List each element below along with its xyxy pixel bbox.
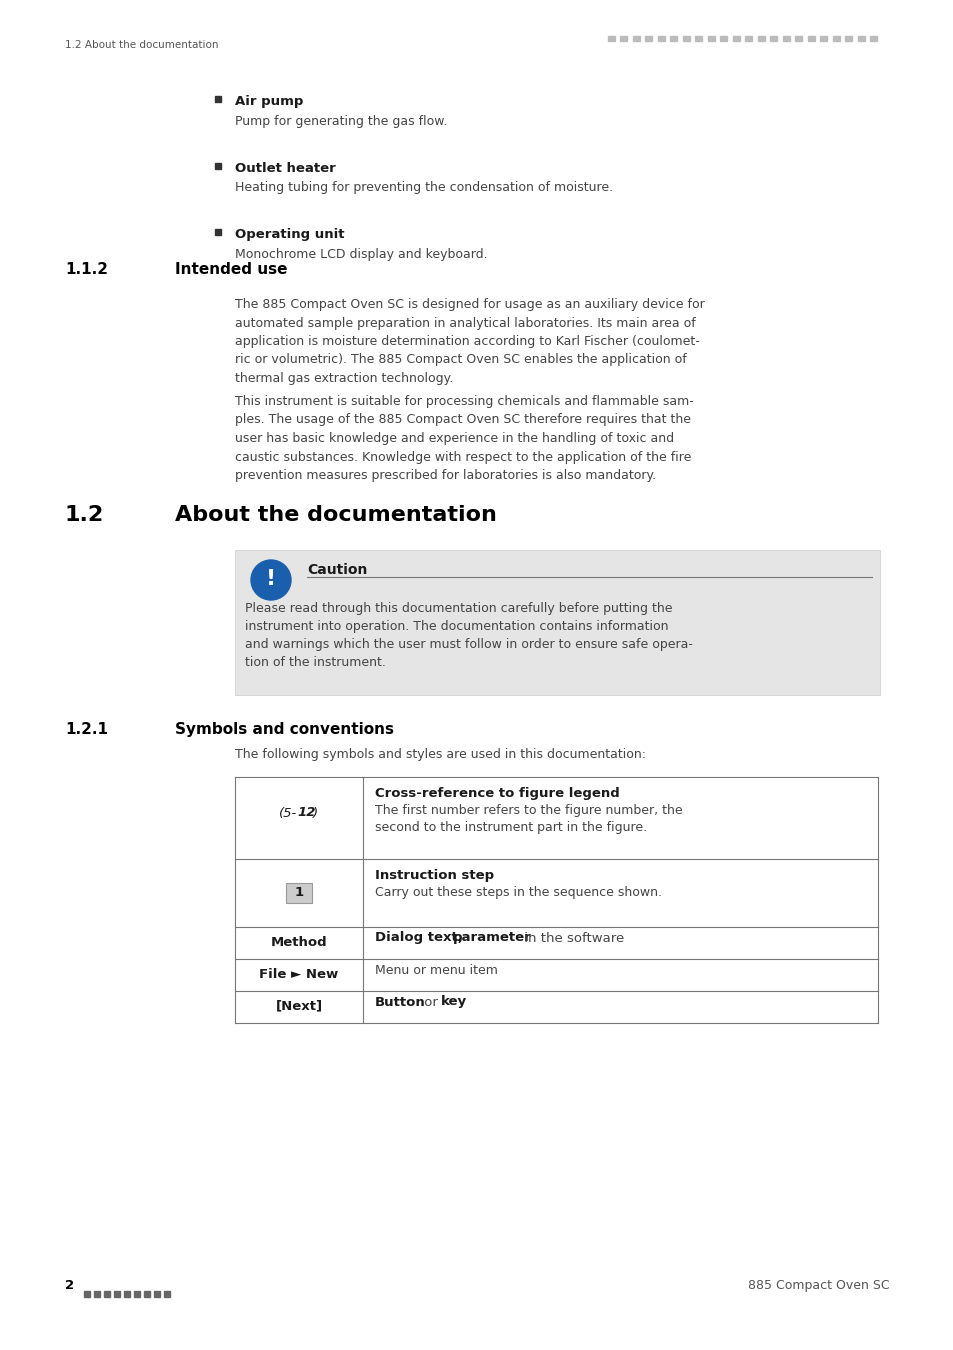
Bar	[869, 36, 877, 40]
Text: 1.2.1: 1.2.1	[65, 722, 108, 737]
Text: Method: Method	[271, 936, 327, 949]
Text: ples. The usage of the 885 Compact Oven SC therefore requires that the: ples. The usage of the 885 Compact Oven …	[234, 413, 690, 427]
Text: Carry out these steps in the sequence shown.: Carry out these steps in the sequence sh…	[375, 886, 661, 899]
Text: or: or	[419, 995, 441, 1008]
Bar	[234, 549, 879, 695]
Bar	[113, 1291, 120, 1297]
Bar	[820, 36, 826, 40]
Text: Operating unit: Operating unit	[234, 228, 344, 242]
Text: automated sample preparation in analytical laboratories. Its main area of: automated sample preparation in analytic…	[234, 316, 695, 329]
Bar	[732, 36, 740, 40]
Bar	[633, 36, 639, 40]
Bar	[795, 36, 801, 40]
Bar	[670, 36, 677, 40]
Bar	[164, 1291, 170, 1297]
Text: This instrument is suitable for processing chemicals and flammable sam-: This instrument is suitable for processi…	[234, 396, 693, 408]
Text: instrument into operation. The documentation contains information: instrument into operation. The documenta…	[245, 620, 668, 633]
Bar	[707, 36, 714, 40]
Bar	[84, 1291, 90, 1297]
Bar	[770, 36, 777, 40]
Text: Please read through this documentation carefully before putting the: Please read through this documentation c…	[245, 602, 672, 616]
Text: !: !	[266, 568, 275, 589]
Text: ric or volumetric). The 885 Compact Oven SC enables the application of: ric or volumetric). The 885 Compact Oven…	[234, 354, 686, 366]
Text: Menu or menu item: Menu or menu item	[375, 964, 497, 976]
Bar	[695, 36, 701, 40]
Bar	[782, 36, 789, 40]
Bar	[744, 36, 752, 40]
Text: File ► New: File ► New	[259, 968, 338, 980]
Text: Dialog text,: Dialog text,	[375, 931, 467, 945]
Text: The 885 Compact Oven SC is designed for usage as an auxiliary device for: The 885 Compact Oven SC is designed for …	[234, 298, 704, 311]
Text: 885 Compact Oven SC: 885 Compact Oven SC	[747, 1278, 889, 1292]
Text: Intended use: Intended use	[174, 262, 287, 277]
Text: [Next]: [Next]	[275, 999, 322, 1012]
Text: 2: 2	[65, 1278, 74, 1292]
Text: About the documentation: About the documentation	[174, 505, 497, 525]
Text: Instruction step: Instruction step	[375, 869, 494, 882]
Bar	[720, 36, 727, 40]
Bar	[658, 36, 664, 40]
Bar	[619, 36, 627, 40]
Bar	[857, 36, 864, 40]
Text: The first number refers to the figure number, the: The first number refers to the figure nu…	[375, 805, 682, 817]
Text: thermal gas extraction technology.: thermal gas extraction technology.	[234, 373, 453, 385]
Bar	[286, 883, 312, 903]
Text: (5-: (5-	[278, 806, 296, 819]
Bar	[144, 1291, 150, 1297]
Text: key: key	[440, 995, 467, 1008]
Text: ): )	[313, 806, 317, 819]
Text: 1.2 About the documentation: 1.2 About the documentation	[65, 40, 218, 50]
Text: 1.2: 1.2	[65, 505, 104, 525]
Text: application is moisture determination according to Karl Fischer (coulomet-: application is moisture determination ac…	[234, 335, 699, 348]
Text: 12: 12	[296, 806, 315, 819]
Text: caustic substances. Knowledge with respect to the application of the fire: caustic substances. Knowledge with respe…	[234, 451, 691, 463]
Text: user has basic knowledge and experience in the handling of toxic and: user has basic knowledge and experience …	[234, 432, 674, 446]
Text: Caution: Caution	[307, 563, 367, 576]
Circle shape	[251, 560, 291, 599]
Text: Heating tubing for preventing the condensation of moisture.: Heating tubing for preventing the conden…	[234, 181, 613, 194]
Bar	[124, 1291, 130, 1297]
Text: and warnings which the user must follow in order to ensure safe opera-: and warnings which the user must follow …	[245, 639, 692, 651]
Text: Symbols and conventions: Symbols and conventions	[174, 722, 394, 737]
Bar	[844, 36, 852, 40]
Text: 1.1.2: 1.1.2	[65, 262, 108, 277]
Text: 1: 1	[294, 886, 303, 899]
Bar	[832, 36, 840, 40]
Bar	[153, 1291, 160, 1297]
Text: in the software: in the software	[519, 931, 623, 945]
Text: Pump for generating the gas flow.: Pump for generating the gas flow.	[234, 115, 447, 128]
Bar	[758, 36, 764, 40]
Text: Outlet heater: Outlet heater	[234, 162, 335, 174]
Bar	[104, 1291, 110, 1297]
Bar	[607, 36, 615, 40]
Text: Button: Button	[375, 995, 425, 1008]
Text: Air pump: Air pump	[234, 95, 303, 108]
Bar	[214, 96, 221, 103]
Text: The following symbols and styles are used in this documentation:: The following symbols and styles are use…	[234, 748, 645, 761]
Bar	[682, 36, 689, 40]
Text: Monochrome LCD display and keyboard.: Monochrome LCD display and keyboard.	[234, 248, 487, 261]
Bar	[214, 162, 221, 169]
Text: second to the instrument part in the figure.: second to the instrument part in the fig…	[375, 821, 646, 834]
Text: prevention measures prescribed for laboratories is also mandatory.: prevention measures prescribed for labor…	[234, 468, 656, 482]
Text: parameter: parameter	[453, 931, 531, 945]
Bar	[94, 1291, 100, 1297]
Bar	[133, 1291, 140, 1297]
Bar	[645, 36, 652, 40]
Bar	[214, 230, 221, 235]
Text: Cross-reference to figure legend: Cross-reference to figure legend	[375, 787, 619, 801]
Text: tion of the instrument.: tion of the instrument.	[245, 656, 385, 670]
Bar	[807, 36, 814, 40]
